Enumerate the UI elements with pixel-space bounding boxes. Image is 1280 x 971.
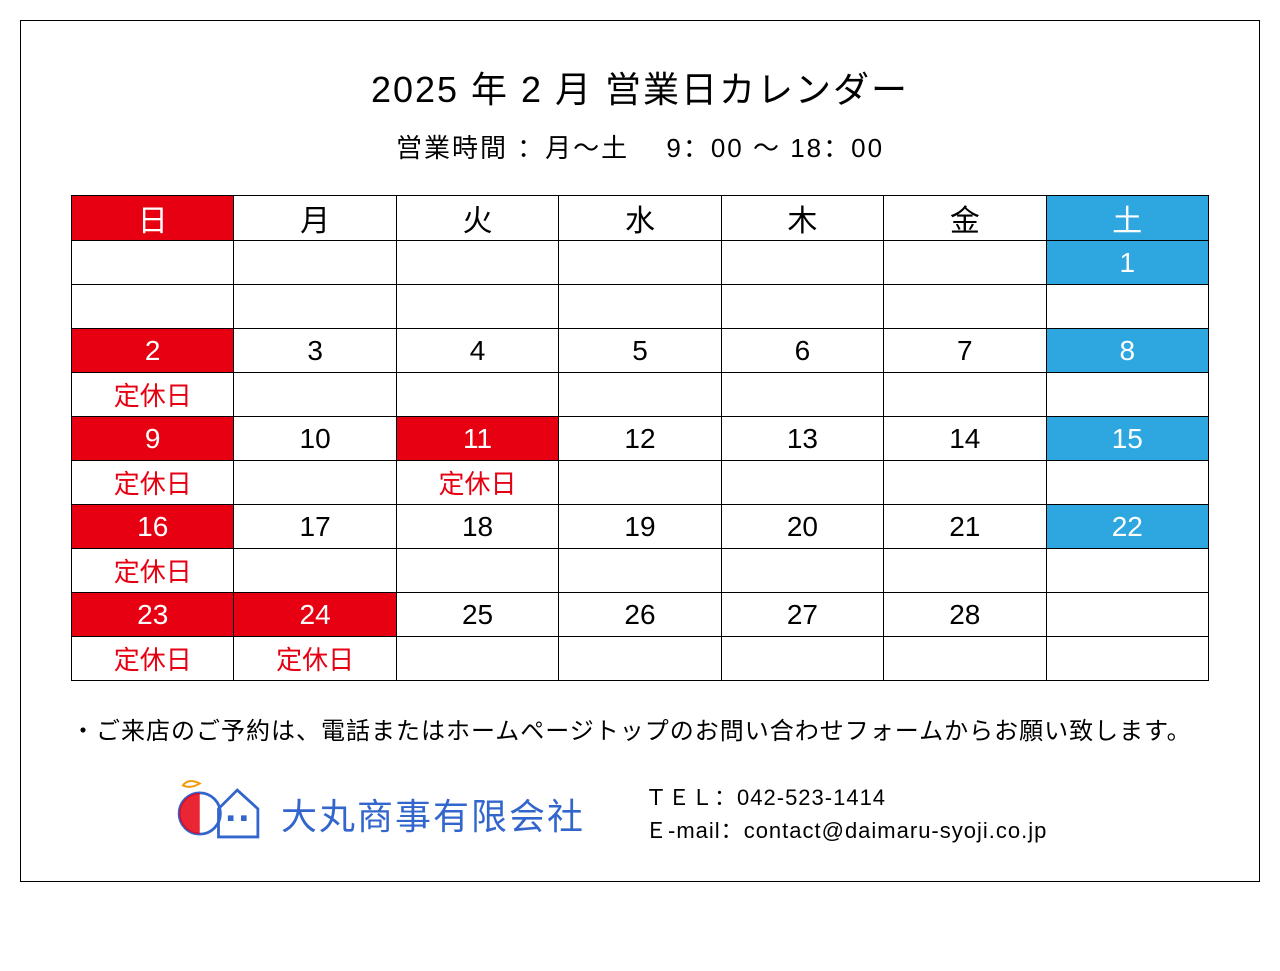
company-logo-block: 大丸商事有限会社	[171, 776, 585, 851]
email-label: Ｅ-mail：	[645, 818, 744, 843]
day-cell: 20	[721, 505, 883, 549]
day-sub-cell	[559, 285, 721, 329]
day-cell: 18	[396, 505, 558, 549]
day-cell: 25	[396, 593, 558, 637]
day-sub-cell	[1046, 461, 1208, 505]
day-cell	[234, 241, 396, 285]
day-cell: 24	[234, 593, 396, 637]
day-sub-cell	[396, 285, 558, 329]
day-sub-cell	[884, 637, 1046, 681]
day-cell: 3	[234, 329, 396, 373]
day-sub-cell	[721, 461, 883, 505]
day-sub-cell: 定休日	[234, 637, 396, 681]
calendar-table: 日月火水木金土 12345678定休日9101112131415定休日定休日16…	[71, 195, 1209, 681]
weekday-header: 月	[234, 196, 396, 241]
day-sub-cell: 定休日	[72, 461, 234, 505]
day-cell: 17	[234, 505, 396, 549]
day-cell: 14	[884, 417, 1046, 461]
company-name: 大丸商事有限会社	[281, 788, 585, 840]
day-sub-cell	[721, 637, 883, 681]
day-cell: 10	[234, 417, 396, 461]
day-sub-cell	[1046, 637, 1208, 681]
tel-line: ＴＥＬ：042-523-1414	[645, 781, 1047, 814]
day-sub-cell	[559, 637, 721, 681]
day-sub-cell	[721, 549, 883, 593]
footer: 大丸商事有限会社 ＴＥＬ：042-523-1414 Ｅ-mail：contact…	[71, 776, 1209, 851]
email-line: Ｅ-mail：contact@daimaru-syoji.co.jp	[645, 814, 1047, 847]
tel-value: 042-523-1414	[737, 785, 886, 810]
weekday-header: 木	[721, 196, 883, 241]
day-cell: 11	[396, 417, 558, 461]
day-cell: 9	[72, 417, 234, 461]
day-cell: 27	[721, 593, 883, 637]
day-sub-cell	[721, 373, 883, 417]
contact-info: ＴＥＬ：042-523-1414 Ｅ-mail：contact@daimaru-…	[645, 781, 1047, 847]
weekday-header: 水	[559, 196, 721, 241]
weekday-header: 日	[72, 196, 234, 241]
calendar-header: 日月火水木金土	[72, 196, 1209, 241]
tel-label: ＴＥＬ：	[645, 785, 737, 810]
day-cell: 22	[1046, 505, 1208, 549]
day-sub-cell	[884, 373, 1046, 417]
day-cell	[884, 241, 1046, 285]
day-cell: 16	[72, 505, 234, 549]
day-sub-cell	[1046, 549, 1208, 593]
day-sub-cell	[559, 461, 721, 505]
day-cell	[396, 241, 558, 285]
day-sub-cell	[721, 285, 883, 329]
day-sub-cell	[72, 285, 234, 329]
day-sub-cell	[396, 373, 558, 417]
day-sub-cell	[1046, 373, 1208, 417]
day-sub-cell	[396, 549, 558, 593]
day-cell	[1046, 593, 1208, 637]
day-sub-cell	[884, 461, 1046, 505]
weekday-header: 土	[1046, 196, 1208, 241]
day-cell: 28	[884, 593, 1046, 637]
day-cell	[72, 241, 234, 285]
day-cell: 8	[1046, 329, 1208, 373]
day-cell	[559, 241, 721, 285]
company-logo-icon	[171, 776, 266, 851]
day-cell: 2	[72, 329, 234, 373]
day-cell: 4	[396, 329, 558, 373]
weekday-header: 金	[884, 196, 1046, 241]
day-sub-cell	[884, 549, 1046, 593]
day-sub-cell	[559, 373, 721, 417]
weekday-header: 火	[396, 196, 558, 241]
calendar-page: 2025 年 2 月 営業日カレンダー 営業時間 ：月～土 9：00 ～ 18：…	[20, 20, 1260, 882]
email-value: contact@daimaru-syoji.co.jp	[744, 818, 1048, 843]
day-cell: 7	[884, 329, 1046, 373]
day-cell: 15	[1046, 417, 1208, 461]
day-cell: 5	[559, 329, 721, 373]
day-sub-cell: 定休日	[72, 637, 234, 681]
day-cell: 13	[721, 417, 883, 461]
day-cell: 1	[1046, 241, 1208, 285]
day-sub-cell: 定休日	[72, 549, 234, 593]
day-sub-cell	[1046, 285, 1208, 329]
day-cell: 23	[72, 593, 234, 637]
page-title: 2025 年 2 月 営業日カレンダー	[71, 61, 1209, 113]
day-sub-cell	[396, 637, 558, 681]
day-sub-cell: 定休日	[72, 373, 234, 417]
day-sub-cell	[559, 549, 721, 593]
day-cell: 19	[559, 505, 721, 549]
day-sub-cell	[234, 285, 396, 329]
day-sub-cell: 定休日	[396, 461, 558, 505]
business-hours: 営業時間 ：月～土 9：00 ～ 18：00	[71, 128, 1209, 165]
day-cell: 26	[559, 593, 721, 637]
day-sub-cell	[234, 461, 396, 505]
day-cell: 12	[559, 417, 721, 461]
day-sub-cell	[234, 373, 396, 417]
day-sub-cell	[884, 285, 1046, 329]
day-cell: 6	[721, 329, 883, 373]
reservation-note: ・ご来店のご予約は、電話またはホームページトップのお問い合わせフォームからお願い…	[71, 711, 1209, 746]
day-sub-cell	[234, 549, 396, 593]
day-cell: 21	[884, 505, 1046, 549]
calendar-body: 12345678定休日9101112131415定休日定休日1617181920…	[72, 241, 1209, 681]
day-cell	[721, 241, 883, 285]
